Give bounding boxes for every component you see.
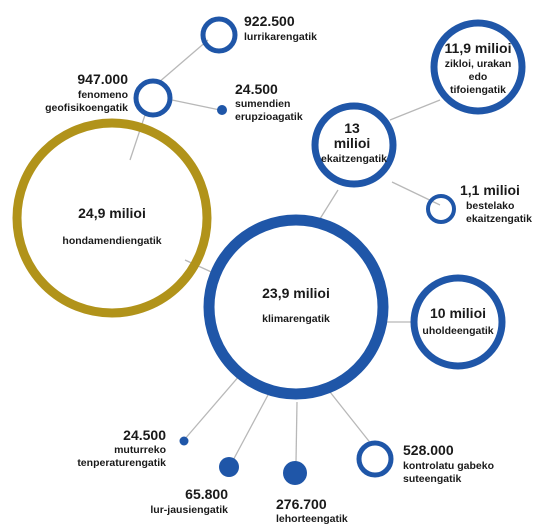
hondamendiak-circle: [12, 118, 212, 318]
lehorteak-text: lehorteengatik: [276, 513, 348, 524]
geofisikoak-text-line2: geofisikoengatik: [45, 102, 128, 114]
connector-lines: [129, 39, 441, 467]
muturreko-text-line2: tenperaturengatik: [77, 457, 166, 469]
bestelako-text-line2: ekaitzengatik: [466, 213, 532, 225]
suteak-text-line2: suteengatik: [403, 473, 462, 485]
muturreko-text-line1: muturreko: [114, 444, 166, 456]
zikloi-label: 11,9 milioi zikloi, urakan edo tifoienga…: [445, 40, 512, 96]
lehorteak-label: 276.700 lehorteengatik: [276, 496, 348, 524]
zikloi-text-line2: edo: [469, 71, 488, 83]
lurrikarak-circle: [200, 16, 238, 54]
ekaitzak-text: ekaitzengatik: [321, 153, 387, 165]
sumendiak-text-line2: erupzioagatik: [235, 111, 303, 123]
ekaitzak-value-line1: 13: [344, 120, 360, 136]
bestelako-circle: [426, 194, 456, 224]
bestelako-label: 1,1 milioi bestelako ekaitzengatik: [460, 182, 532, 225]
connector-sumendiak-geofisikoak: [171, 99, 221, 111]
zikloi-text-line3: tifoiengatik: [450, 84, 506, 96]
klima-circle: [203, 214, 389, 400]
zikloi-value: 11,9 milioi: [445, 40, 512, 56]
lehorteak-value: 276.700: [276, 496, 327, 512]
bestelako-text-line1: bestelako: [466, 200, 514, 212]
bestelako-value: 1,1 milioi: [460, 182, 520, 198]
connector-klima-suteak: [329, 391, 373, 446]
lurrikarak-text: lurrikarengatik: [244, 31, 317, 43]
suteak-text-line1: kontrolatu gabeko: [403, 460, 494, 472]
lurrikarak-label: 922.500 lurrikarengatik: [244, 13, 317, 43]
muturreko-label: 24.500 muturreko tenperaturengatik: [77, 427, 166, 469]
muturreko-value: 24.500: [123, 427, 166, 443]
klima-text: klimarengatik: [262, 313, 330, 325]
geofisikoak-value: 947.000: [77, 71, 128, 87]
ekaitzak-circle: [311, 102, 397, 188]
connector-ekaitzak-zikloi: [389, 99, 441, 121]
connector-lurrikarak-geofisikoak: [157, 39, 209, 84]
uholdeak-text: uholdeengatik: [422, 325, 493, 337]
lurrikarak-value: 922.500: [244, 13, 295, 29]
sumendiak-value: 24.500: [235, 81, 278, 97]
sumendiak-label: 24.500 sumendien erupzioagatik: [235, 81, 303, 123]
lurjausiak-text: lur-jausiengatik: [150, 504, 228, 516]
hondamendiak-text: hondamendiengatik: [62, 235, 161, 247]
lurjausiak-label: 65.800 lur-jausiengatik: [150, 486, 228, 516]
connector-klima-lehorteak: [295, 401, 298, 463]
geofisikoak-circle: [133, 78, 173, 118]
geofisikoak-label: 947.000 fenomeno geofisikoengatik: [45, 71, 128, 114]
muturreko-circle: [179, 436, 189, 446]
hondamendiak-label: 24,9 milioi hondamendiengatik: [62, 205, 161, 247]
lehorteak-circle: [283, 461, 307, 485]
ekaitzak-label: 13 milioi ekaitzengatik: [321, 120, 387, 165]
hondamendiak-value: 24,9 milioi: [78, 205, 146, 221]
suteak-label: 528.000 kontrolatu gabeko suteengatik: [403, 442, 494, 485]
ekaitzak-value-line2: milioi: [334, 135, 371, 151]
connector-klima-lurjausiak: [229, 394, 269, 467]
geofisikoak-text-line1: fenomeno: [78, 89, 128, 101]
klima-value: 23,9 milioi: [262, 285, 330, 301]
uholdeak-circle: [410, 274, 506, 370]
zikloi-circle: [430, 19, 526, 115]
lurjausiak-value: 65.800: [185, 486, 228, 502]
suteak-circle: [356, 440, 394, 478]
connector-klima-ekaitzak: [317, 189, 339, 223]
sumendiak-text-line1: sumendien: [235, 98, 290, 110]
sumendiak-circle: [217, 105, 227, 115]
connector-klima-muturreko: [183, 374, 241, 441]
uholdeak-value: 10 milioi: [430, 305, 486, 321]
uholdeak-label: 10 milioi uholdeengatik: [422, 305, 493, 337]
zikloi-text-line1: zikloi, urakan: [445, 58, 512, 70]
klima-label: 23,9 milioi klimarengatik: [262, 285, 330, 325]
lurjausiak-circle: [219, 457, 239, 477]
suteak-value: 528.000: [403, 442, 454, 458]
connector-geofisikoak-hondamendiak: [129, 114, 146, 161]
